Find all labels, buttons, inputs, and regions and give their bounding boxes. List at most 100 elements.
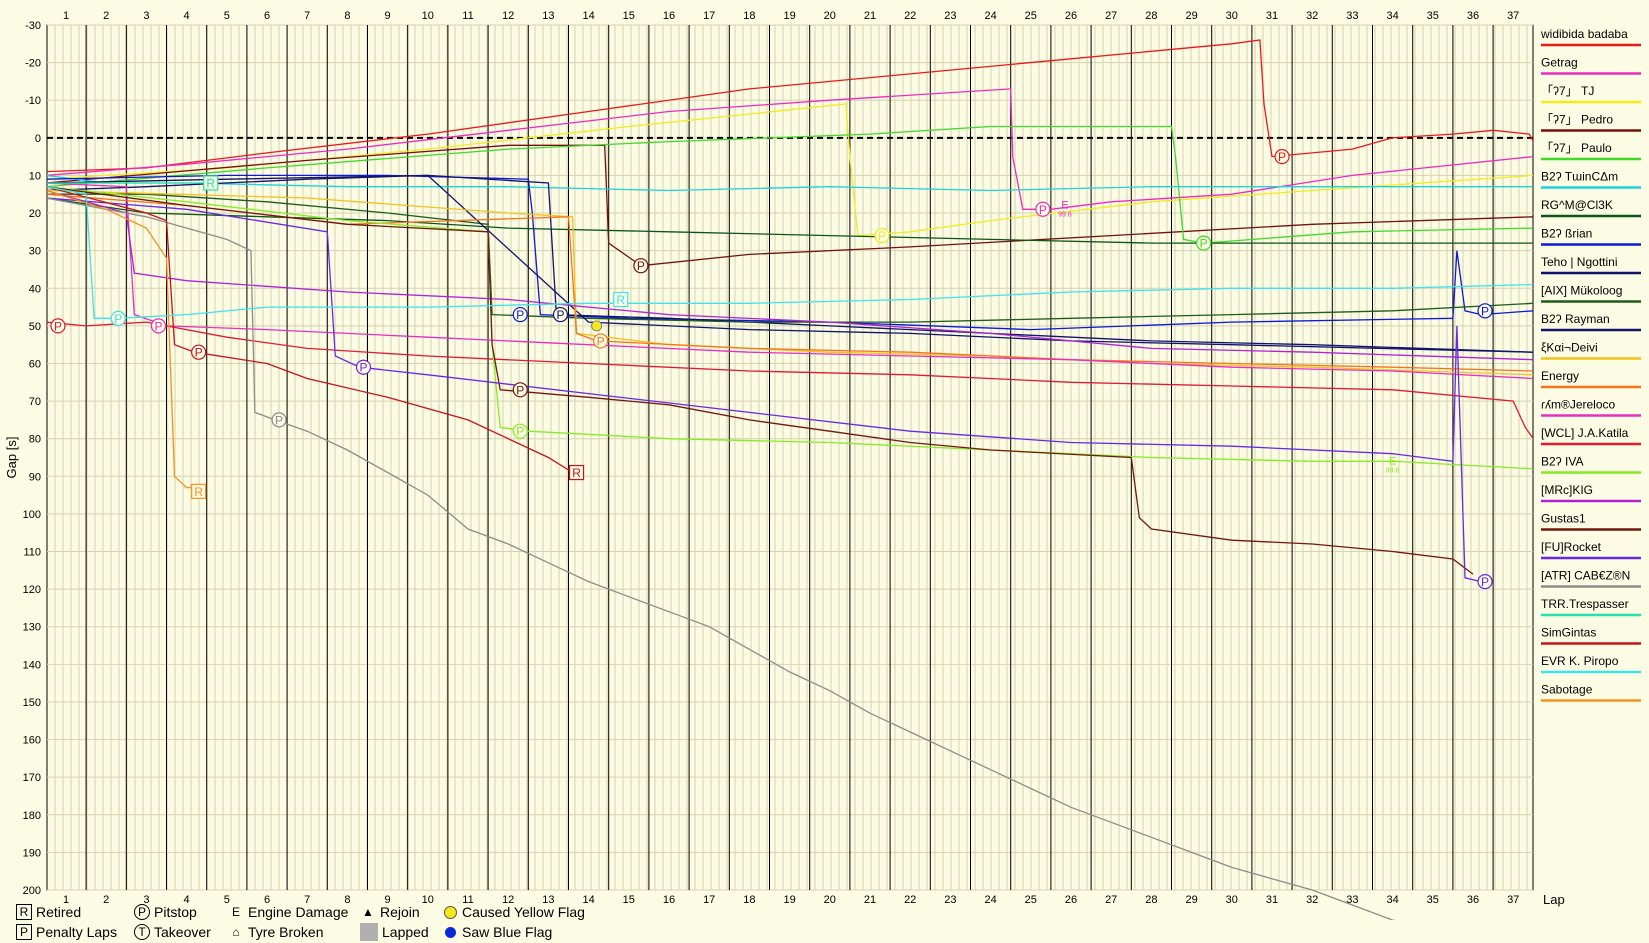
x-tick-label: 5	[224, 894, 230, 906]
pitstop-marker-label: P	[154, 319, 162, 333]
series-line-4	[47, 125, 1533, 244]
legend-entry-2: 「ʔ7」 TJ	[1541, 84, 1594, 98]
pitstop-marker	[633, 258, 649, 274]
x-tick-label: 11	[462, 894, 473, 906]
x-tick-label-top: 19	[783, 10, 795, 22]
x-tick-label-top: 26	[1065, 10, 1077, 22]
x-tick-label: 30	[1226, 894, 1238, 906]
pitstop-marker	[874, 228, 890, 244]
x-tick-label-top: 23	[944, 10, 956, 22]
x-tick-label: 7	[304, 894, 310, 906]
series-line-13	[47, 182, 1533, 380]
x-tick-label: 13	[542, 894, 554, 906]
series-line-8	[47, 174, 1533, 353]
key-pitstop-label: Pitstop	[154, 904, 197, 920]
series-line-16	[47, 190, 1533, 361]
x-tick-label: 2	[103, 894, 109, 906]
x-tick-label: 21	[864, 894, 876, 906]
x-tick-label-top: 9	[385, 10, 391, 22]
series-line-1	[47, 88, 1533, 210]
key-rejoin-label: Rejoin	[380, 904, 420, 920]
x-tick-label-top: 33	[1346, 10, 1358, 22]
legend-entry-3: 「ʔ7」 Pedro	[1541, 113, 1613, 127]
x-tick-label-top: 3	[143, 10, 149, 22]
x-tick-label: 25	[1025, 894, 1037, 906]
x-tick-label-top: 10	[422, 10, 434, 22]
engine-damage-marker: E	[1061, 200, 1068, 212]
y-tick-label: 30	[29, 246, 41, 258]
pitstop-marker-label: P	[516, 308, 524, 322]
pitstop-marker	[355, 359, 372, 375]
y-tick-label: 180	[23, 810, 41, 822]
series-line-17	[47, 186, 1474, 575]
x-tick-label: 18	[743, 894, 755, 906]
y-tick-label: 150	[23, 697, 41, 709]
pitstop-marker-label: P	[195, 346, 203, 360]
pitstop-marker	[512, 306, 528, 323]
x-tick-label-top: 21	[864, 10, 876, 22]
retired-symbol: R	[16, 904, 32, 920]
x-tick-label-top: 17	[703, 10, 715, 22]
legend-entry-20: TRR.Trespasser	[1541, 597, 1629, 611]
retired-marker-label: R	[616, 293, 625, 307]
x-tick-label: 12	[502, 894, 514, 906]
pitstop-marker	[150, 318, 167, 334]
pitstop-marker	[110, 310, 126, 326]
lapped-swatch	[360, 923, 378, 941]
pitstop-marker-label: P	[54, 319, 62, 333]
legend-entry-0: widibida badaba	[1540, 27, 1628, 41]
pitstop-marker-label: P	[1278, 150, 1286, 164]
x-tick-label-top: 32	[1306, 10, 1318, 22]
x-axis-label: Lap	[1543, 892, 1565, 907]
x-tick-label: 26	[1065, 894, 1077, 906]
key-engine-damage: E Engine Damage	[228, 903, 348, 921]
series-line-19	[47, 197, 1396, 920]
y-tick-label: 20	[29, 208, 41, 220]
key-yellow-label: Caused Yellow Flag	[462, 904, 585, 920]
retired-marker	[203, 175, 219, 191]
series-line-2	[47, 103, 1533, 237]
x-tick-label: 6	[264, 894, 270, 906]
pitstop-marker	[512, 382, 528, 398]
key-yellow-flag: Caused Yellow Flag	[442, 903, 585, 921]
pitstop-marker-label: P	[556, 308, 564, 322]
y-tick-label: 160	[23, 735, 41, 747]
y-tick-label: 110	[23, 547, 41, 559]
x-tick-label: 37	[1507, 894, 1519, 906]
x-tick-label-top: 7	[304, 10, 310, 22]
legend-entry-8: Teho | Ngottini	[1541, 255, 1618, 269]
x-tick-label-top: 8	[344, 10, 350, 22]
pitstop-marker-label: P	[878, 229, 886, 243]
engine-damage-value: 99.6	[1386, 467, 1400, 474]
legend-entry-18: [FU]Rocket	[1541, 540, 1602, 554]
key-tyre-label: Tyre Broken	[248, 924, 324, 940]
x-tick-label-top: 28	[1145, 10, 1157, 22]
x-tick-label-top: 37	[1507, 10, 1519, 22]
x-tick-label: 32	[1306, 894, 1318, 906]
series-line-23	[47, 190, 199, 489]
x-tick-label-top: 4	[184, 10, 190, 22]
key-blue-flag: Saw Blue Flag	[442, 923, 552, 941]
grid-lines	[47, 24, 1533, 891]
legend-entry-4: 「ʔ7」 Paulo	[1541, 141, 1612, 155]
legend-entry-10: B2ʔ Rayman	[1541, 312, 1610, 326]
pitstop-marker-label: P	[1200, 237, 1208, 251]
x-tick-label-top: 14	[582, 10, 594, 22]
retired-marker-label: R	[194, 485, 203, 499]
x-tick-label-top: 1	[63, 10, 69, 22]
x-tick-label: 4	[184, 894, 190, 906]
legend-entry-22: EVR K. Piropo	[1541, 654, 1619, 668]
x-tick-label-top: 30	[1226, 10, 1238, 22]
y-tick-label: 200	[23, 885, 41, 897]
pitstop-marker	[593, 333, 609, 349]
key-takeover: T Takeover	[134, 923, 211, 941]
x-tick-label: 22	[904, 894, 916, 906]
pitstop-marker-label: P	[359, 361, 367, 375]
pitstop-marker-label: P	[1481, 304, 1489, 318]
x-tick-label: 29	[1185, 894, 1197, 906]
retired-marker	[613, 291, 629, 308]
x-tick-label: 34	[1386, 894, 1398, 906]
series-line-21	[47, 186, 573, 474]
key-retired-label: Retired	[36, 904, 82, 920]
